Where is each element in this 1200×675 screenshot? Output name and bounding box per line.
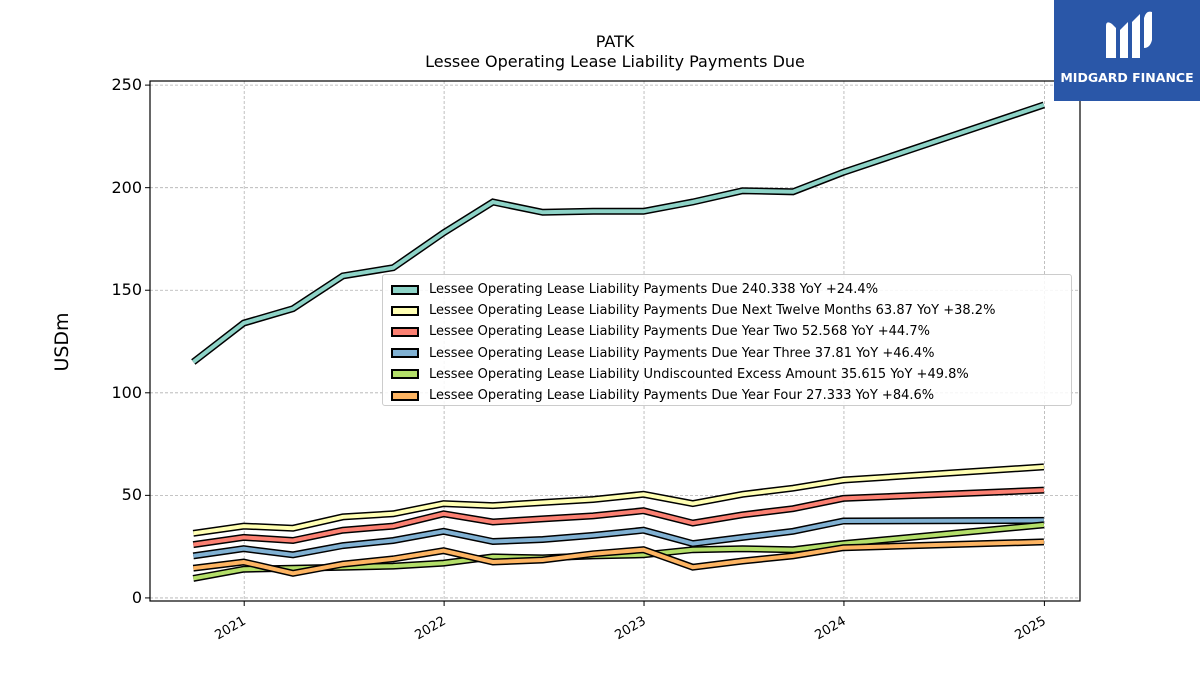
plot-frame xyxy=(149,80,1081,602)
legend-swatch xyxy=(391,348,419,359)
midgard-m-logo-icon xyxy=(1106,11,1152,58)
legend-swatch xyxy=(391,390,419,401)
y-tick-label: 150 xyxy=(111,280,142,300)
legend-label: Lessee Operating Lease Liability Payment… xyxy=(429,303,996,319)
brand-name: MIDGARD FINANCE xyxy=(1060,70,1194,85)
chart-legend: Lessee Operating Lease Liability Payment… xyxy=(382,274,1072,406)
chart-title: PATK xyxy=(595,32,635,51)
legend-label: Lessee Operating Lease Liability Payment… xyxy=(429,345,935,361)
legend-swatch xyxy=(391,326,419,337)
chart-subtitle: Lessee Operating Lease Liability Payment… xyxy=(425,52,805,71)
series-line xyxy=(192,486,1045,549)
series-line-stroke xyxy=(193,518,1044,558)
legend-label: Lessee Operating Lease Liability Undisco… xyxy=(429,366,969,382)
legend-swatch xyxy=(391,369,419,380)
legend-item: Lessee Operating Lease Liability Payment… xyxy=(391,321,1071,342)
legend-item: Lessee Operating Lease Liability Payment… xyxy=(391,343,1071,364)
series-line-stroke xyxy=(193,539,1044,576)
axis-ticks xyxy=(145,84,1045,606)
series-line-stroke xyxy=(193,488,1044,547)
legend-label: Lessee Operating Lease Liability Payment… xyxy=(429,282,879,298)
y-tick-label: 100 xyxy=(111,382,142,402)
y-tick-label: 250 xyxy=(111,75,142,95)
legend-swatch xyxy=(391,305,419,316)
legend-item: Lessee Operating Lease Liability Payment… xyxy=(391,300,1071,321)
y-axis-label: USDm xyxy=(51,312,73,372)
series-line-stroke xyxy=(193,464,1045,536)
legend-label: Lessee Operating Lease Liability Payment… xyxy=(429,324,930,340)
legend-item: Lessee Operating Lease Liability Payment… xyxy=(391,279,1071,300)
series-line xyxy=(192,516,1044,560)
y-tick-label: 200 xyxy=(111,177,142,197)
legend-swatch xyxy=(391,284,419,295)
series-line-stroke xyxy=(192,103,1045,364)
series-lines xyxy=(191,101,1046,582)
series-line xyxy=(191,101,1046,365)
brand-logo: MIDGARD FINANCE xyxy=(1054,0,1200,101)
y-tick-label: 50 xyxy=(121,485,142,505)
legend-item: Lessee Operating Lease Liability Payment… xyxy=(391,385,1071,406)
series-line xyxy=(192,538,1045,577)
series-line xyxy=(192,463,1045,537)
legend-item: Lessee Operating Lease Liability Undisco… xyxy=(391,364,1071,385)
y-tick-label: 0 xyxy=(131,587,142,607)
legend-label: Lessee Operating Lease Liability Payment… xyxy=(429,388,935,404)
